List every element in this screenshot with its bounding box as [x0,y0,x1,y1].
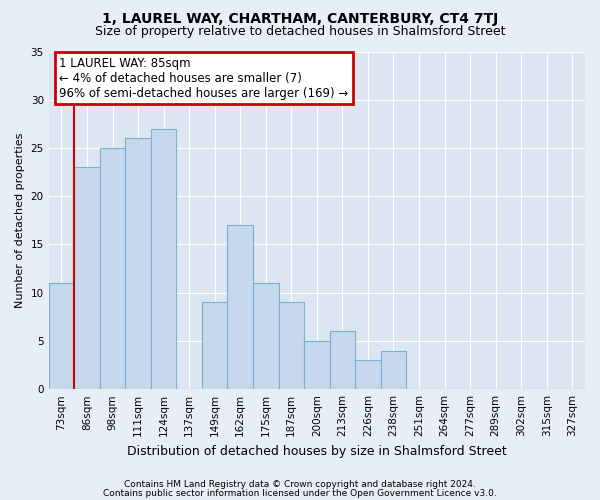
Text: Contains HM Land Registry data © Crown copyright and database right 2024.: Contains HM Land Registry data © Crown c… [124,480,476,489]
Text: 1, LAUREL WAY, CHARTHAM, CANTERBURY, CT4 7TJ: 1, LAUREL WAY, CHARTHAM, CANTERBURY, CT4… [102,12,498,26]
Bar [49,283,74,389]
Bar [151,128,176,389]
Text: Size of property relative to detached houses in Shalmsford Street: Size of property relative to detached ho… [95,25,505,38]
Text: 1 LAUREL WAY: 85sqm
← 4% of detached houses are smaller (7)
96% of semi-detached: 1 LAUREL WAY: 85sqm ← 4% of detached hou… [59,56,349,100]
Bar [304,341,329,389]
Bar [125,138,151,389]
X-axis label: Distribution of detached houses by size in Shalmsford Street: Distribution of detached houses by size … [127,444,507,458]
Bar [74,168,100,389]
Bar [202,302,227,389]
Bar [253,283,278,389]
Bar [329,332,355,389]
Bar [380,350,406,389]
Bar [100,148,125,389]
Y-axis label: Number of detached properties: Number of detached properties [15,132,25,308]
Bar [355,360,380,389]
Bar [278,302,304,389]
Text: Contains public sector information licensed under the Open Government Licence v3: Contains public sector information licen… [103,489,497,498]
Bar [227,225,253,389]
